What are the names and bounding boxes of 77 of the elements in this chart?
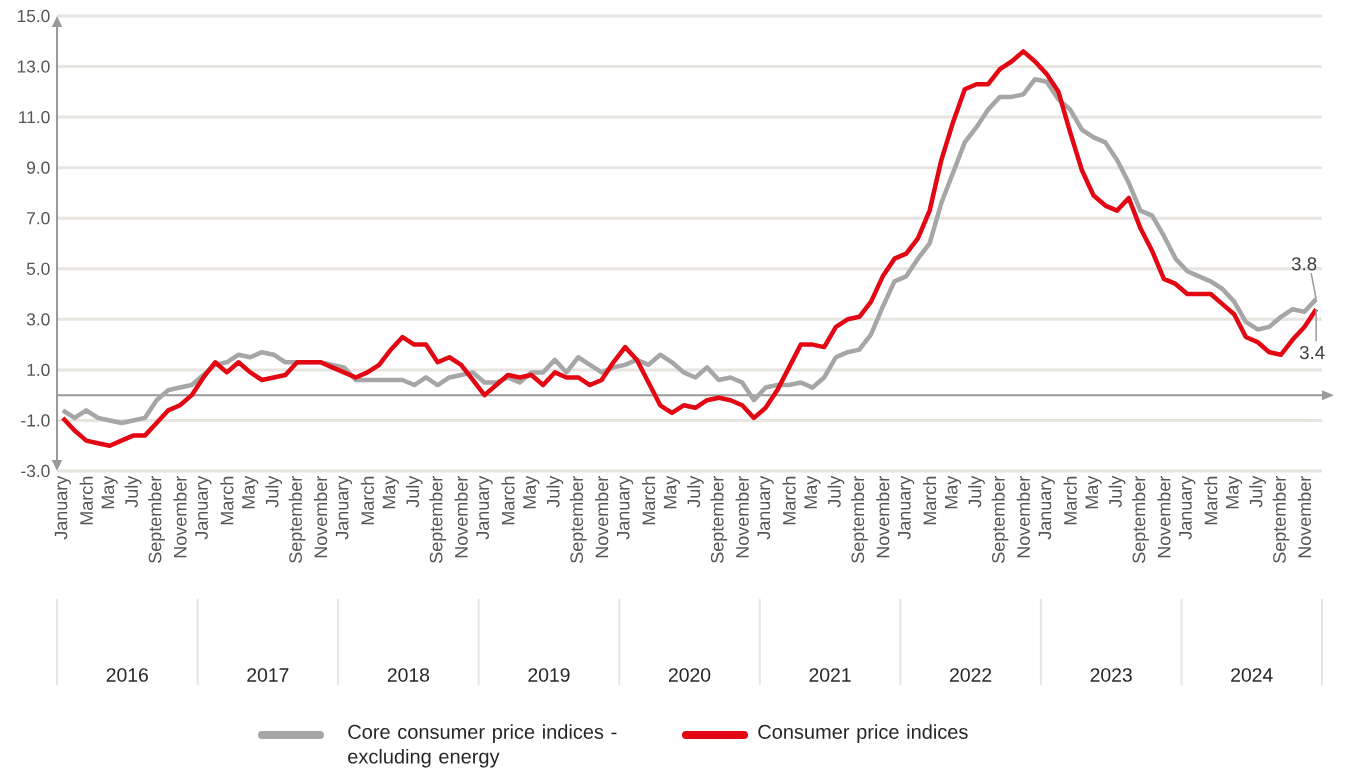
x-tick-label: May xyxy=(1226,475,1243,509)
x-tick-label: January xyxy=(1179,475,1196,540)
x-tick-label: January xyxy=(195,475,212,540)
x-tick-label: January xyxy=(54,475,71,540)
x-tick-label: November xyxy=(876,476,890,558)
y-tick-label: 5.0 xyxy=(26,262,50,275)
x-tick-label: September xyxy=(850,476,868,563)
x-tick-label: July xyxy=(686,475,704,508)
x-tick-label: January xyxy=(898,475,915,540)
x-tick-label: November xyxy=(735,476,749,558)
x-tick-label: May xyxy=(523,475,540,509)
x-tick-label: July xyxy=(546,475,564,508)
x-tick-label: March xyxy=(1204,476,1218,525)
x-tick-label: May xyxy=(663,475,681,509)
x-tick-label: September xyxy=(288,476,306,563)
x-tick-label: March xyxy=(79,476,93,525)
x-tick-label: November xyxy=(454,476,468,558)
y-tick-label: 11.0 xyxy=(19,110,50,124)
x-tick-label: November xyxy=(1157,476,1171,558)
x-tick-label: November xyxy=(1016,476,1030,558)
y-tick-label: -1.0 xyxy=(21,414,50,427)
x-tick-label: March xyxy=(1063,476,1077,525)
x-tick-label: March xyxy=(220,476,234,525)
x-tick-label: September xyxy=(1272,476,1290,563)
x-tick-label: July xyxy=(265,475,283,508)
x-tick-label: September xyxy=(991,476,1009,563)
legend-label: Core consumer price indices - excluding energy xyxy=(348,724,617,768)
y-tick-label: 7.0 xyxy=(27,212,50,225)
x-tick-label: January xyxy=(1038,475,1055,540)
data-label: 3.4 xyxy=(1299,345,1325,360)
x-tick-label: November xyxy=(595,476,609,558)
legend-label: Consumer price indices xyxy=(758,724,968,743)
x-tick-label: January xyxy=(617,475,634,540)
y-tick-label: 1.0 xyxy=(27,363,50,377)
y-tick-label: 15.0 xyxy=(17,9,50,23)
x-tick-label: July xyxy=(405,475,423,508)
x-tick-label: May xyxy=(382,475,399,509)
text: 2019 xyxy=(528,668,570,682)
x-tick-label: July xyxy=(1108,475,1126,508)
x-tick-label: September xyxy=(148,476,165,563)
text: 2024 xyxy=(1231,668,1273,682)
x-tick-label: July xyxy=(1249,475,1266,508)
x-tick-label: July xyxy=(827,475,845,508)
x-tick-label: May xyxy=(804,475,821,509)
y-tick-label: -3.0 xyxy=(21,464,50,478)
x-tick-label: November xyxy=(1297,476,1312,558)
x-tick-label: March xyxy=(360,476,374,525)
text: 2021 xyxy=(809,668,851,682)
text: 2020 xyxy=(668,668,711,682)
y-tick-label: 9.0 xyxy=(27,161,50,174)
x-tick-label: March xyxy=(923,476,937,525)
x-tick-label: September xyxy=(1132,476,1149,563)
text: 2017 xyxy=(247,668,289,682)
text: 2023 xyxy=(1090,668,1132,682)
x-tick-label: July xyxy=(968,475,985,508)
y-tick-label: 3.0 xyxy=(26,313,50,326)
x-tick-label: September xyxy=(569,476,587,563)
x-tick-label: March xyxy=(782,476,796,525)
text: 2018 xyxy=(387,668,430,682)
text: 2016 xyxy=(106,668,148,682)
x-tick-label: May xyxy=(242,475,259,509)
x-tick-label: May xyxy=(1085,475,1102,509)
x-tick-label: September xyxy=(429,476,447,563)
y-tick-label: 13.0 xyxy=(17,60,50,73)
x-tick-label: November xyxy=(173,476,187,558)
x-tick-label: March xyxy=(501,476,515,525)
x-tick-label: January xyxy=(476,475,493,540)
x-tick-label: January xyxy=(757,475,774,540)
x-tick-label: May xyxy=(944,475,962,509)
text: 2022 xyxy=(950,668,992,682)
x-tick-label: November xyxy=(313,476,328,558)
x-tick-label: September xyxy=(710,476,728,563)
x-tick-label: March xyxy=(641,476,656,525)
x-tick-label: January xyxy=(335,475,353,540)
x-tick-label: July xyxy=(124,475,142,508)
data-label: 3.8 xyxy=(1291,257,1317,271)
x-tick-label: May xyxy=(101,475,118,509)
